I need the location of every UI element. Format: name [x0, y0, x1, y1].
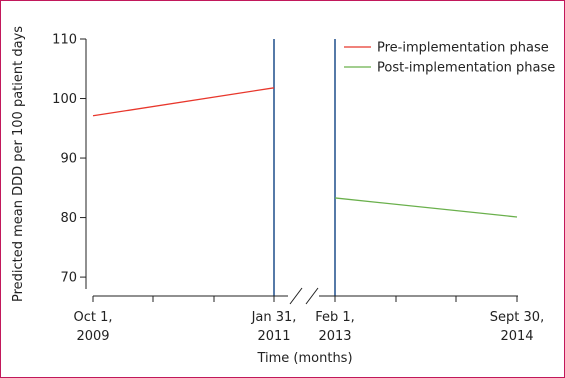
x-tick-labels: Oct 1, 2009 Jan 31, 2011 Feb 1, 2013 Sept 30, 2… [73, 310, 544, 344]
axis-break-icon [289, 287, 319, 305]
series-lines [92, 87, 518, 218]
x-ticks [92, 296, 518, 302]
x-tick-label: Oct 1, [73, 310, 112, 325]
y-tick-label: 90 [60, 152, 77, 167]
series-line-post-implementation [334, 197, 518, 218]
y-tick-label: 70 [60, 271, 77, 286]
y-tick-label: 80 [60, 211, 77, 226]
x-tick-label: Sept 30, [490, 310, 544, 325]
x-tick-label: Jan 31, [251, 310, 297, 325]
y-axis-label: Predicted mean DDD per 100 patient days [11, 26, 26, 302]
x-tick-label-year: 2009 [76, 329, 109, 344]
legend-label: Post-implementation phase [377, 61, 555, 76]
y-tick-label: 100 [52, 92, 77, 107]
x-axis-label: Time (months) [256, 351, 352, 366]
legend-label: Pre-implementation phase [377, 41, 549, 56]
y-ticks: 70 80 90 100 110 [52, 33, 86, 286]
x-tick-label: Feb 1, [315, 310, 355, 325]
y-tick-label: 110 [52, 33, 77, 48]
series-line-pre-implementation [92, 87, 275, 117]
x-tick-label-year: 2013 [318, 329, 351, 344]
legend: Pre-implementation phase Post-implementat… [344, 41, 555, 76]
x-tick-label-year: 2014 [500, 329, 533, 344]
x-tick-label-year: 2011 [257, 329, 290, 344]
